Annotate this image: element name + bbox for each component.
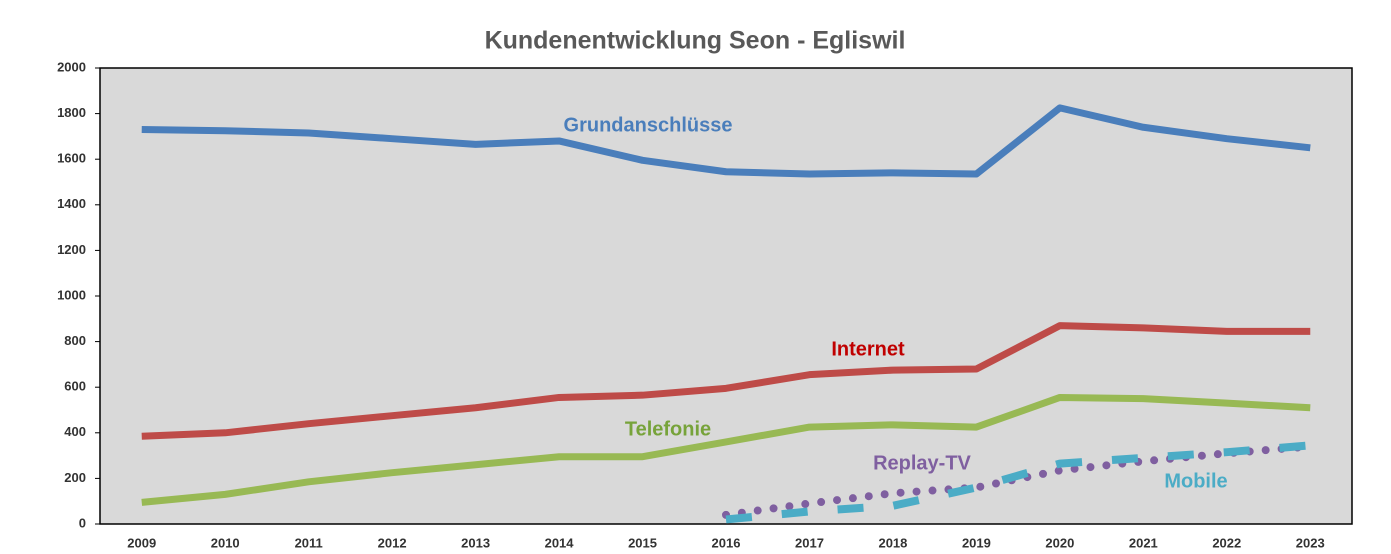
x-tick-label: 2021 <box>1129 535 1158 550</box>
y-tick-label: 400 <box>64 424 86 439</box>
series-label: Telefonie <box>625 418 711 440</box>
y-tick-label: 1000 <box>57 287 86 302</box>
x-tick-label: 2015 <box>628 535 657 550</box>
x-tick-label: 2011 <box>295 535 323 550</box>
series-label: Internet <box>831 338 905 360</box>
x-tick-label: 2009 <box>127 535 156 550</box>
series-line <box>722 442 1315 519</box>
x-tick-label: 2012 <box>378 535 407 550</box>
x-tick-label: 2023 <box>1296 535 1325 550</box>
x-tick-label: 2016 <box>712 535 741 550</box>
y-tick-label: 1600 <box>57 151 86 166</box>
y-tick-label: 1800 <box>57 105 86 120</box>
y-tick-label: 0 <box>79 515 86 530</box>
y-tick-label: 800 <box>64 333 86 348</box>
series-label: Mobile <box>1164 470 1227 492</box>
plot-area <box>99 67 1353 525</box>
series-line <box>141 393 1311 506</box>
x-tick-label: 2013 <box>461 535 490 550</box>
series-label: Grundanschlüsse <box>564 114 733 136</box>
x-tick-label: 2018 <box>878 535 907 550</box>
series-line <box>725 441 1311 524</box>
y-tick-label: 200 <box>64 470 86 485</box>
x-tick-label: 2010 <box>211 535 240 550</box>
y-tick-label: 2000 <box>57 59 86 74</box>
x-tick-label: 2017 <box>795 535 824 550</box>
y-tick-label: 600 <box>64 379 86 394</box>
chart-title: Kundenentwicklung Seon - Egliswil <box>485 27 906 55</box>
x-tick-label: 2019 <box>962 535 991 550</box>
x-tick-label: 2020 <box>1045 535 1074 550</box>
y-tick-label: 1400 <box>57 196 86 211</box>
series-label: Replay-TV <box>873 452 971 474</box>
series-line <box>141 104 1311 178</box>
x-tick-label: 2022 <box>1212 535 1241 550</box>
x-tick-label: 2014 <box>545 535 575 550</box>
series-line <box>141 322 1311 440</box>
y-tick-label: 1200 <box>57 242 86 257</box>
